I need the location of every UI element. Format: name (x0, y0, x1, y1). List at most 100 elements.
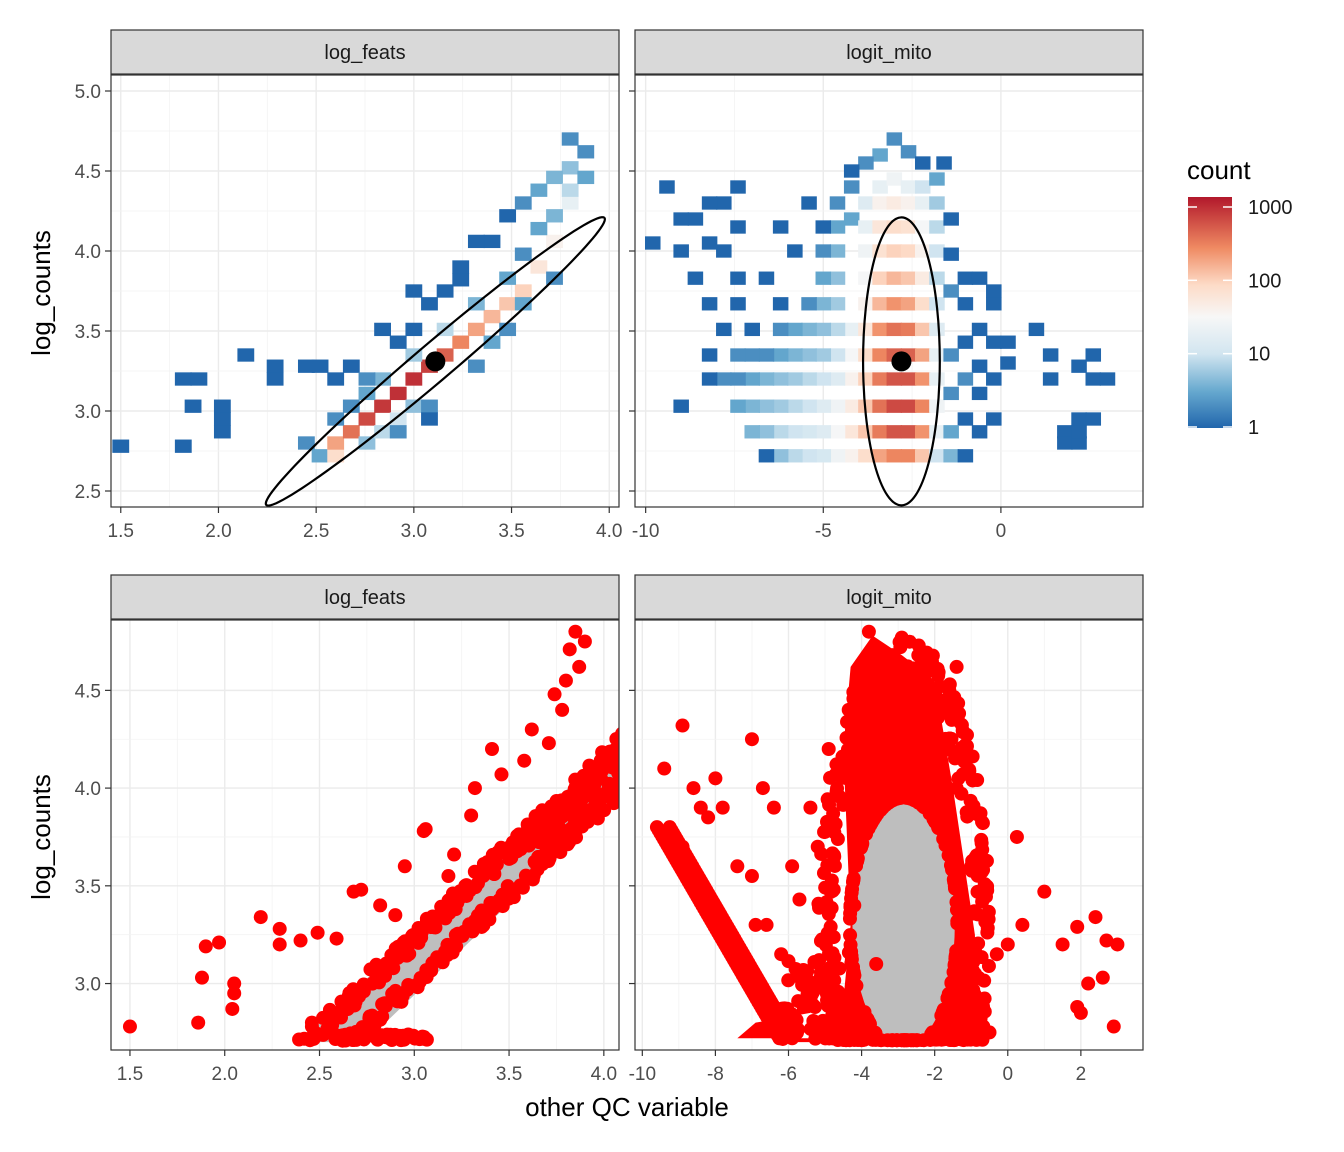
heatmap-cell (730, 220, 746, 234)
heatmap-cell (342, 399, 360, 413)
y-tick-label: 3.0 (75, 402, 101, 423)
heatmap-cell (914, 348, 931, 362)
outlier-point (693, 800, 708, 815)
heatmap-cell (787, 425, 803, 439)
heatmap-cell (1000, 356, 1016, 370)
heatmap-cell (886, 322, 903, 337)
heatmap-cell (943, 284, 959, 298)
heatmap-cell (772, 322, 789, 337)
outlier-point (826, 848, 841, 863)
outlier-point (367, 1018, 382, 1033)
outlier-point (1099, 933, 1114, 948)
heatmap-cell (801, 196, 817, 210)
outlier-point (524, 722, 539, 737)
outlier-point (467, 864, 482, 879)
outlier-point (974, 864, 989, 879)
y-axis: 3.0 3.5 4.0 4.5 (75, 681, 111, 996)
heatmap-cell (858, 348, 874, 362)
outlier-point (785, 1031, 800, 1046)
heatmap-cell (872, 220, 888, 234)
heatmap-cell (801, 449, 817, 463)
outlier-point (861, 624, 876, 639)
outlier-point (547, 825, 562, 840)
outlier-point (975, 842, 990, 857)
heatmap-cell (499, 297, 517, 311)
outlier-point (842, 911, 857, 926)
outlier-point (801, 979, 816, 994)
heatmap-cell (843, 348, 860, 362)
outlier-point (558, 673, 573, 688)
outlier-point (829, 757, 844, 772)
outlier-point (845, 882, 860, 897)
heatmap-cell (772, 297, 789, 311)
outlier-point (845, 960, 860, 975)
outlier-point (819, 986, 834, 1001)
outlier-point (618, 775, 619, 783)
heatmap-cell (1085, 348, 1102, 362)
outlier-point (1055, 937, 1070, 952)
heatmap-cell (971, 386, 988, 401)
heatmap-cell (943, 212, 959, 226)
outlier-point (354, 882, 369, 897)
heatmap-cell (829, 271, 846, 285)
outlier-point (813, 933, 828, 948)
outlier-point (766, 800, 781, 815)
outlier-point (388, 908, 403, 923)
heatmap-cell (872, 372, 888, 386)
heatmap-cell (815, 372, 832, 386)
outlier-point (905, 663, 920, 678)
outlier-point (860, 684, 875, 699)
heatmap-cell (421, 399, 438, 413)
outlier-point (838, 770, 853, 785)
outlier-point (395, 937, 410, 952)
heatmap-cell (872, 322, 888, 337)
heatmap-cell (872, 148, 888, 162)
heatmap-cell (744, 372, 760, 386)
outlier-point (441, 869, 456, 884)
heatmap-cell (886, 196, 903, 210)
heatmap-cell (986, 412, 1002, 426)
heatmap-cell (701, 372, 718, 386)
heatmap-cell (829, 348, 846, 362)
outlier-point (370, 1032, 385, 1047)
outlier-point (819, 895, 834, 910)
heatmap-cell (436, 284, 454, 298)
heatmap-cell (730, 399, 746, 413)
outlier-point (830, 781, 845, 796)
outlier-point (803, 1022, 818, 1037)
outlier-point (572, 812, 587, 827)
heatmap-cell (886, 297, 903, 311)
outlier-point (922, 698, 937, 713)
outlier-point (572, 659, 587, 674)
y-axis-title-top: log_counts (26, 230, 56, 356)
outlier-point (825, 949, 840, 964)
outlier-point (603, 782, 618, 797)
heatmap-cell (184, 399, 202, 413)
outlier-point (832, 961, 847, 976)
x-tick-label: 0 (996, 521, 1007, 542)
heatmap-cell (801, 372, 817, 386)
heatmap-cell (843, 180, 860, 194)
legend-label: 100 (1248, 270, 1281, 292)
outlier-point (353, 1028, 368, 1043)
heatmap-cell (815, 244, 832, 258)
heatmap-cell (405, 322, 423, 337)
heatmap-cell (213, 425, 231, 439)
outlier-point (519, 824, 534, 839)
outlier-point (620, 776, 634, 790)
heatmap-cell (730, 297, 746, 311)
heatmap-cell (914, 425, 931, 439)
heatmap-cell (730, 348, 746, 362)
heatmap-cell (829, 322, 846, 337)
heatmap-cell (530, 183, 548, 197)
heatmap-cell (957, 335, 974, 349)
outlier-point (227, 986, 242, 1001)
heatmap-cell (843, 425, 860, 439)
heatmap-cell (758, 425, 775, 439)
heatmap-cell (801, 322, 817, 337)
y-tick-label: 2.5 (75, 482, 101, 503)
heatmap-cell (801, 399, 817, 413)
x-axis: -10 -8 -6 -4 -2 0 2 (629, 1050, 1086, 1085)
outlier-point (748, 917, 763, 932)
panel-border (634, 74, 1144, 508)
